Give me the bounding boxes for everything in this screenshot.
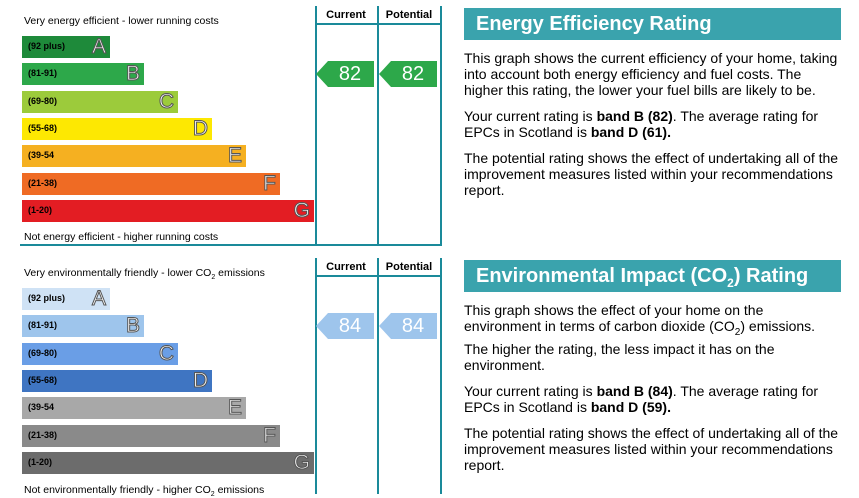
energy-divider-mid	[377, 6, 379, 246]
environment-band-letter: A	[91, 287, 106, 311]
environment-band-letter: F	[263, 423, 277, 447]
energy-band-letter: A	[91, 35, 106, 59]
environment-band-d: (55-68) D	[22, 368, 212, 392]
environmental-explanation-panel: Environmental Impact (CO2) Rating This g…	[464, 260, 841, 473]
energy-band-e: (39-54 E	[22, 144, 246, 168]
environment-band-range-label: (81-91)	[28, 320, 58, 331]
env-top-caption: Very environmentally friendly - lower CO…	[24, 267, 265, 282]
energy-band-range-label: (55-68)	[28, 122, 58, 133]
environment-band-letter: D	[192, 368, 208, 392]
energy-header-rule	[315, 23, 442, 25]
environment-band-e: (39-54 E	[22, 396, 246, 420]
environment-band-b: (81-91) B	[22, 314, 144, 338]
env-potential-header: Potential	[385, 261, 433, 273]
energy-band-range-label: (81-91)	[28, 68, 58, 79]
energy-band-letter: F	[263, 171, 277, 195]
env-current-arrow: 84	[316, 313, 374, 340]
environment-band-f: (21-38) F	[22, 423, 280, 447]
energy-current-arrow: 82	[316, 61, 374, 88]
env-panel-para-2: Your current rating is band B (84). The …	[464, 382, 819, 415]
env-header-rule	[315, 275, 442, 277]
energy-band-range-label: (1-20)	[28, 204, 53, 215]
env-current-header: Current	[326, 261, 366, 273]
energy-explanation-panel: Energy Efficiency Rating This graph show…	[464, 8, 841, 198]
environmental-rating-chart: Very environmentally friendly - lower CO…	[20, 258, 442, 498]
energy-band-b: (81-91) B	[22, 62, 144, 86]
energy-bottom-rule	[20, 244, 442, 246]
env-panel-para-1: This graph shows the effect of your home…	[464, 302, 816, 373]
energy-rating-chart: Very energy efficient - lower running co…	[20, 6, 442, 246]
energy-potential-value: 82	[401, 63, 425, 86]
environment-band-range-label: (55-68)	[28, 374, 58, 385]
env-panel-title: Environmental Impact (CO2) Rating	[464, 260, 841, 292]
energy-band-range-label: (69-80)	[28, 95, 58, 106]
energy-band-range-label: (92 plus)	[28, 41, 66, 51]
env-current-value: 84	[338, 315, 362, 338]
energy-band-letter: E	[227, 144, 242, 168]
energy-panel-para-2: Your current rating is band B (82). The …	[464, 108, 819, 140]
energy-current-header: Current	[326, 9, 366, 21]
energy-band-letter: D	[192, 116, 208, 140]
environment-band-range-label: (69-80)	[28, 347, 58, 358]
environment-band-a: (92 plus) A	[22, 287, 110, 311]
energy-panel-para-1: This graph shows the current efficiency …	[464, 50, 838, 98]
environment-band-letter: E	[227, 396, 242, 420]
energy-band-letter: C	[158, 89, 174, 113]
environment-band-g: (1-20) G	[22, 450, 314, 474]
env-bottom-caption: Not environmentally friendly - higher CO…	[24, 484, 265, 498]
environment-band-letter: C	[158, 341, 174, 365]
energy-top-caption: Very energy efficient - lower running co…	[24, 15, 219, 27]
env-divider-mid	[377, 258, 379, 494]
energy-bottom-caption: Not energy efficient - higher running co…	[24, 231, 219, 243]
environment-band-letter: B	[125, 314, 140, 338]
env-potential-arrow: 84	[379, 313, 437, 340]
environment-band-c: (69-80) C	[22, 341, 178, 365]
energy-band-letter: B	[125, 62, 140, 86]
environment-band-range-label: (1-20)	[28, 456, 53, 467]
energy-potential-arrow: 82	[379, 61, 437, 88]
env-panel-para-3: The potential rating shows the effect of…	[464, 424, 839, 473]
energy-band-a: (92 plus) A	[22, 35, 110, 59]
energy-divider-left	[315, 6, 317, 246]
environment-band-letter: G	[293, 450, 310, 474]
env-divider-right	[440, 258, 442, 494]
environment-band-range-label: (92 plus)	[28, 293, 66, 303]
energy-band-d: (55-68) D	[22, 116, 212, 140]
energy-band-letter: G	[293, 198, 310, 222]
energy-band-range-label: (21-38)	[28, 177, 58, 188]
energy-band-f: (21-38) F	[22, 171, 280, 195]
energy-panel-title: Energy Efficiency Rating	[464, 8, 841, 40]
environment-band-range-label: (39-54	[28, 402, 55, 413]
environment-band-range-label: (21-38)	[28, 429, 58, 440]
energy-band-g: (1-20) G	[22, 198, 314, 222]
env-divider-left	[315, 258, 317, 494]
env-potential-value: 84	[401, 315, 425, 338]
energy-divider-right	[440, 6, 442, 246]
energy-panel-para-3: The potential rating shows the effect of…	[464, 150, 839, 198]
energy-band-range-label: (39-54	[28, 150, 55, 161]
energy-band-c: (69-80) C	[22, 89, 178, 113]
energy-potential-header: Potential	[385, 9, 433, 21]
energy-current-value: 82	[338, 63, 362, 86]
